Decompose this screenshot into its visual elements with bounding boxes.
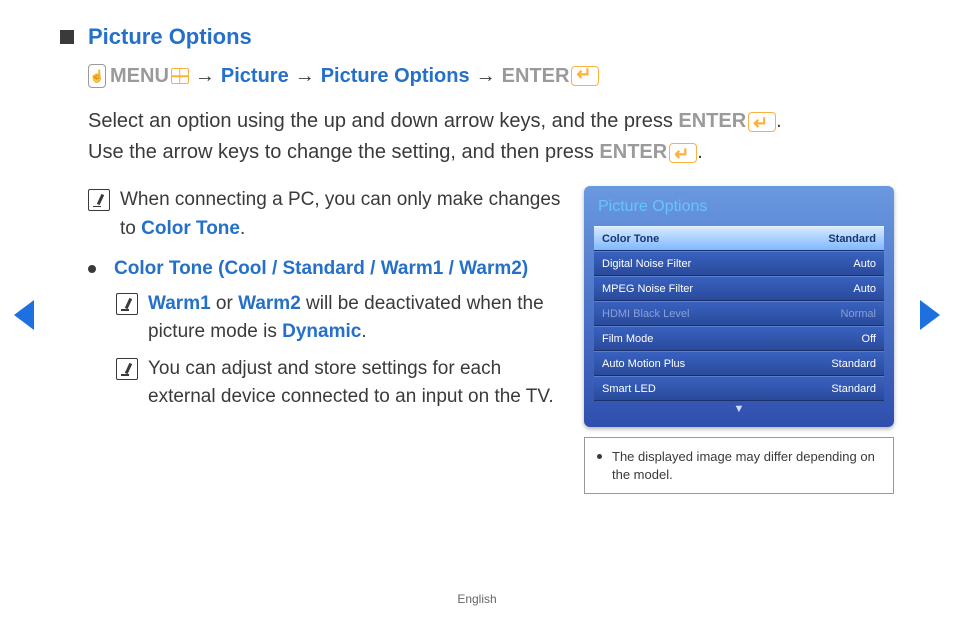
osd-row-film-mode[interactable]: Film Mode Off (594, 326, 884, 351)
osd-row-label: MPEG Noise Filter (602, 283, 693, 295)
note-icon (116, 293, 138, 315)
osd-row-color-tone[interactable]: Color Tone Standard (594, 226, 884, 251)
osd-row-value: Auto (853, 283, 876, 295)
intro-text: Select an option using the up and down a… (88, 106, 894, 168)
intro-line2-b: ENTER (599, 141, 667, 163)
screenshot-column: Picture Options Color Tone Standard Digita… (584, 186, 894, 494)
osd-row-value: Standard (828, 233, 876, 245)
subnote-store-text: You can adjust and store settings for ea… (148, 355, 564, 412)
subnote-warm-a: Warm1 (148, 293, 211, 314)
section-header: Picture Options (60, 24, 894, 50)
osd-row-value: Normal (841, 308, 876, 320)
osd-row-label: Smart LED (602, 383, 656, 395)
note-icon (116, 358, 138, 380)
caption-bullet-icon (597, 454, 602, 459)
intro-line1-a: Select an option using the up and down a… (88, 110, 678, 132)
osd-panel-title: Picture Options (598, 198, 884, 216)
subnote-store: You can adjust and store settings for ea… (116, 355, 564, 412)
note-icon (88, 189, 110, 211)
section-bullet-icon (60, 30, 74, 44)
bullet-icon (88, 265, 96, 273)
note-pc-c: . (240, 218, 245, 239)
subnote-warm: Warm1 or Warm2 will be deactivated when … (116, 290, 564, 347)
osd-row-label: HDMI Black Level (602, 308, 689, 320)
subnote-warm-c: Warm2 (238, 293, 301, 314)
osd-row-value: Off (862, 333, 876, 345)
osd-row-label: Auto Motion Plus (602, 358, 685, 370)
note-pc: When connecting a PC, you can only make … (88, 186, 564, 243)
osd-scroll-down-icon[interactable]: ▼ (594, 401, 884, 417)
content-column: When connecting a PC, you can only make … (60, 186, 564, 494)
osd-row-label: Digital Noise Filter (602, 258, 691, 270)
arrow-icon: → (476, 65, 496, 88)
osd-row-auto-motion-plus[interactable]: Auto Motion Plus Standard (594, 351, 884, 376)
enter-icon (748, 112, 776, 132)
page-title: Picture Options (88, 24, 252, 50)
intro-line1-b: ENTER (678, 110, 746, 132)
osd-row-label: Color Tone (602, 233, 659, 245)
osd-panel: Picture Options Color Tone Standard Digita… (584, 186, 894, 427)
intro-line2-a: Use the arrow keys to change the setting… (88, 141, 599, 163)
breadcrumb-picture: Picture (221, 65, 289, 88)
subnote-warm-e: Dynamic (282, 321, 361, 342)
manual-page: Picture Options ☝ MENU → Picture → Pictu… (0, 0, 954, 494)
option-color-tone: Color Tone (Cool / Standard / Warm1 / Wa… (88, 255, 564, 284)
breadcrumb-picture-options: Picture Options (321, 65, 470, 88)
osd-row-mpeg-noise-filter[interactable]: MPEG Noise Filter Auto (594, 276, 884, 301)
intro-line1-c: . (776, 110, 782, 132)
breadcrumb-menu: MENU (110, 65, 169, 88)
breadcrumb: ☝ MENU → Picture → Picture Options → ENT… (88, 64, 894, 88)
intro-line2-c: . (697, 141, 703, 163)
enter-icon (571, 66, 599, 86)
subnote-warm-f: . (361, 321, 366, 342)
osd-row-label: Film Mode (602, 333, 653, 345)
note-pc-b: Color Tone (141, 218, 240, 239)
arrow-icon: → (295, 65, 315, 88)
osd-row-smart-led[interactable]: Smart LED Standard (594, 376, 884, 401)
osd-row-value: Auto (853, 258, 876, 270)
caption-box: The displayed image may differ depending… (584, 437, 894, 494)
caption-text: The displayed image may differ depending… (612, 448, 881, 483)
osd-row-value: Standard (831, 383, 876, 395)
osd-row-digital-noise-filter[interactable]: Digital Noise Filter Auto (594, 251, 884, 276)
page-footer: English (0, 592, 954, 606)
breadcrumb-enter: ENTER (502, 65, 570, 88)
arrow-icon: → (195, 65, 215, 88)
enter-icon (669, 143, 697, 163)
menu-grid-icon (171, 68, 189, 84)
subnote-warm-b: or (211, 293, 238, 314)
option-color-tone-label: Color Tone (Cool / Standard / Warm1 / Wa… (114, 255, 528, 284)
osd-row-hdmi-black-level[interactable]: HDMI Black Level Normal (594, 301, 884, 326)
remote-icon: ☝ (88, 64, 106, 88)
osd-row-value: Standard (831, 358, 876, 370)
